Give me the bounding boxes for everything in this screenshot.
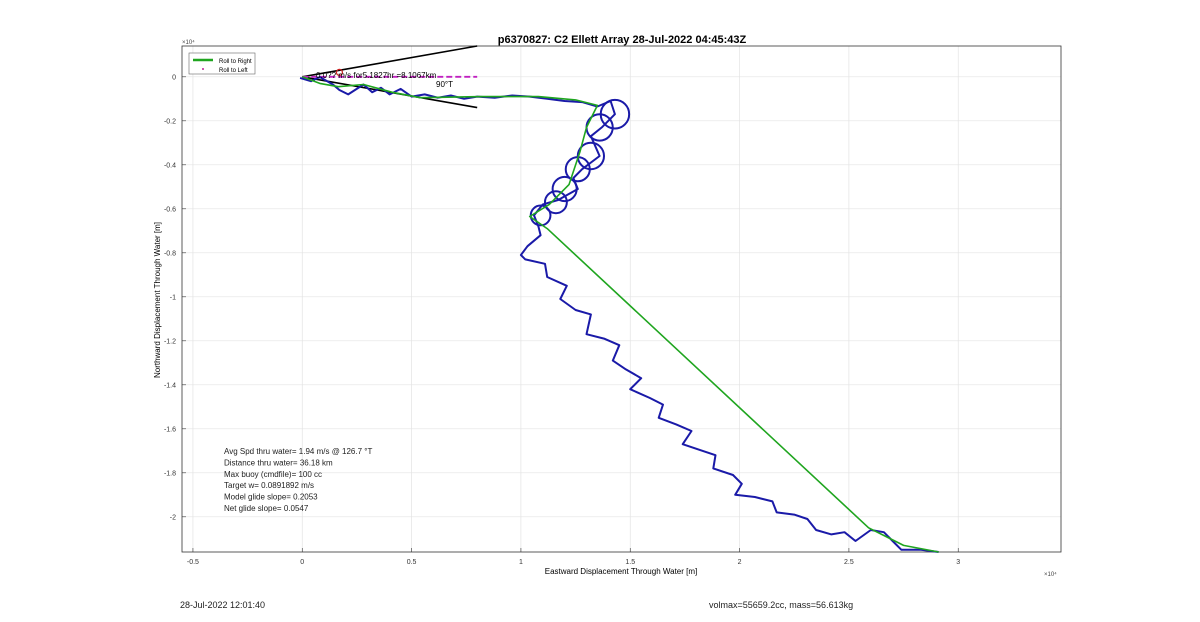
annotation-line: Distance thru water= 36.18 km xyxy=(224,458,333,467)
footer-timestamp: 28-Jul-2022 12:01:40 xyxy=(180,600,266,610)
current-vector-text: 0.0?? m/s for5.1827hr =8.1067km xyxy=(316,71,437,80)
annotation-line: Avg Spd thru water= 1.94 m/s @ 126.7 °T xyxy=(224,447,372,456)
x-tick-label: 3 xyxy=(956,559,960,566)
x-axis-label: Eastward Displacement Through Water [m] xyxy=(545,567,698,576)
x-tick-label: 0.5 xyxy=(407,559,417,566)
y-tick-label: -0.6 xyxy=(164,206,176,213)
x-axis-exponent: ×10⁴ xyxy=(1044,571,1057,578)
legend-box xyxy=(188,52,256,75)
x-tick-label: -0.5 xyxy=(187,559,199,566)
legend: Roll to Right Roll to Left xyxy=(188,52,256,75)
axes-frame xyxy=(181,45,1062,553)
annotation-line: Model glide slope= 0.2053 xyxy=(224,493,318,502)
current-vector-labels: 0.0?? m/s for5.1827hr =8.1067km 90°T xyxy=(316,71,453,89)
y-axis-exponent: ×10⁴ xyxy=(182,39,195,46)
glider-loop xyxy=(543,190,568,215)
legend-swatch-roll-left xyxy=(202,68,204,70)
legend-label-roll-right: Roll to Right xyxy=(219,59,252,65)
y-tick-label: -1 xyxy=(170,294,176,301)
legend-label-roll-left: Roll to Left xyxy=(219,68,248,74)
x-tick-label: 1 xyxy=(519,559,523,566)
current-direction-label: 90°T xyxy=(436,80,453,89)
annotation-block: Avg Spd thru water= 1.94 m/s @ 126.7 °T D… xyxy=(224,447,372,513)
x-tick-label: 2.5 xyxy=(844,559,854,566)
y-tick-label: -0.2 xyxy=(164,118,176,125)
annotation-line: Target w= 0.0891892 m/s xyxy=(224,481,314,490)
glider-track-line xyxy=(299,76,939,553)
glider-loop xyxy=(551,175,578,203)
x-tick-label: 2 xyxy=(738,559,742,566)
y-tick-label: -0.8 xyxy=(164,250,176,257)
series-group xyxy=(299,45,939,553)
roll-right-line xyxy=(302,76,939,553)
current-vector-line xyxy=(302,45,478,78)
y-tick-label: -1.4 xyxy=(164,382,176,389)
y-tick-label: 0 xyxy=(172,74,176,81)
y-tick-label: -1.6 xyxy=(164,426,176,433)
y-tick-label: -1.8 xyxy=(164,470,176,477)
x-tick-label: 1.5 xyxy=(625,559,635,566)
y-tick-label: -1.2 xyxy=(164,338,176,345)
y-tick-label: -0.4 xyxy=(164,162,176,169)
axis-ticks: -0.5 0 0.5 1 1.5 2 2.5 3 0 -0.2 -0.4 -0.6 -0.8 -1 -1.2… xyxy=(164,74,960,566)
annotation-line: Net glide slope= 0.0547 xyxy=(224,504,309,513)
y-axis-label: Northward Displacement Through Water [m] xyxy=(153,222,162,378)
annotation-line: Max buoy (cmdfile)= 100 cc xyxy=(224,470,322,479)
footer-volume-mass: volmax=55659.2cc, mass=56.613kg xyxy=(709,600,854,610)
y-tick-label: -2 xyxy=(170,514,176,521)
x-tick-label: 0 xyxy=(300,559,304,566)
chart-title: p6370827: C2 Ellett Array 28-Jul-2022 04… xyxy=(498,34,747,46)
start-marker xyxy=(335,68,344,77)
